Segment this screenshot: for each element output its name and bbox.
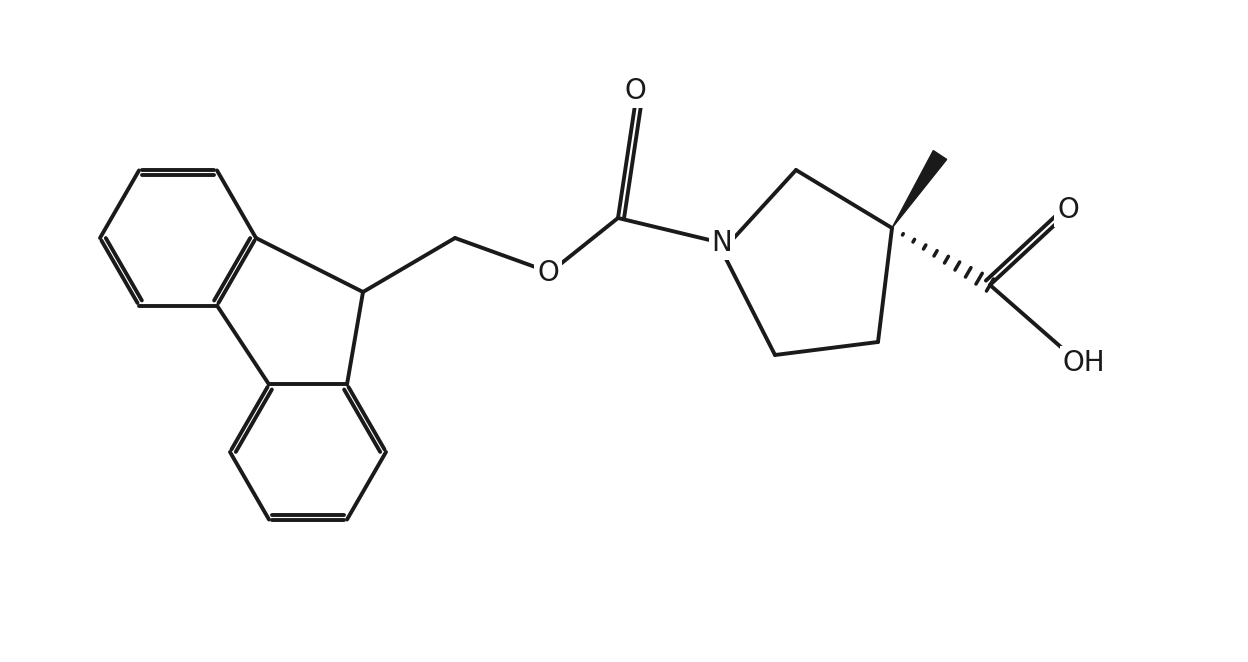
Text: OH: OH — [1063, 349, 1106, 377]
Text: O: O — [537, 259, 559, 287]
Text: O: O — [624, 77, 646, 105]
Text: O: O — [1057, 196, 1078, 224]
Text: N: N — [711, 229, 733, 257]
Polygon shape — [892, 150, 947, 228]
